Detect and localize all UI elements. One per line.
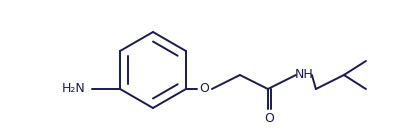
Text: NH: NH [294,67,313,81]
Text: O: O [198,82,208,95]
Text: O: O [264,112,274,124]
Text: H₂N: H₂N [62,82,86,95]
